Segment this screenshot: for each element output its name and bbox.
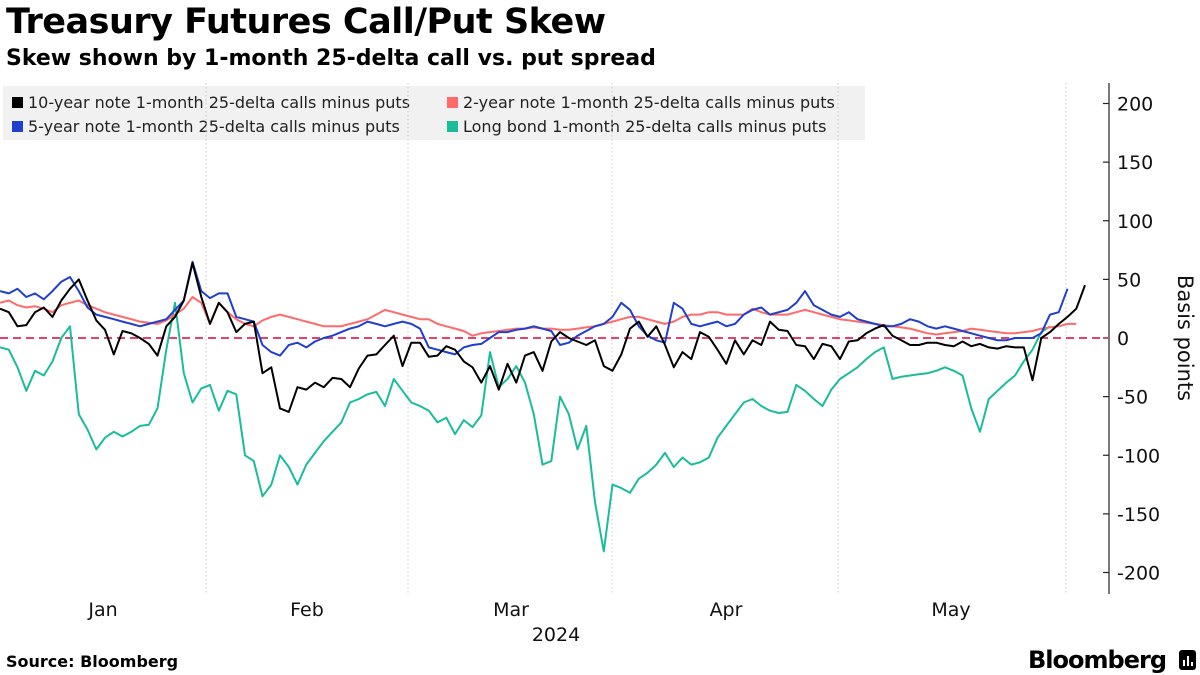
source-note: Source: Bloomberg — [6, 652, 179, 671]
series-line-3 — [0, 301, 1051, 553]
legend-swatch — [12, 97, 23, 108]
y-tick-label: -100 — [1117, 445, 1160, 467]
y-tick-label: -150 — [1117, 504, 1160, 526]
x-tick-label: Feb — [290, 599, 324, 621]
series-line-1 — [0, 296, 1077, 337]
legend-swatch — [447, 97, 458, 108]
y-axis-label: Basis points — [1173, 275, 1197, 401]
y-tick-label: 0 — [1117, 328, 1129, 350]
legend-swatch — [447, 121, 458, 132]
y-axis-ticks: 200 150 100 50 0 -50 -100 -150 -200 — [1103, 94, 1160, 585]
legend-swatch — [12, 121, 23, 132]
y-tick-label: 150 — [1117, 152, 1153, 174]
chart-subtitle: Skew shown by 1-month 25-delta call vs. … — [6, 46, 656, 71]
legend-entry: 10-year note 1-month 25-delta calls minu… — [28, 93, 410, 112]
chart-title: Treasury Futures Call/Put Skew — [6, 2, 606, 42]
brand-logo: Bloomberg — [1028, 646, 1167, 674]
y-tick-label: 100 — [1117, 211, 1153, 233]
x-tick-label: Jan — [87, 599, 117, 621]
legend-entry: 5-year note 1-month 25-delta calls minus… — [28, 117, 400, 136]
y-tick-label: -50 — [1117, 387, 1148, 409]
legend-background — [3, 86, 865, 140]
x-tick-label: Mar — [493, 599, 529, 621]
legend: 10-year note 1-month 25-delta calls minu… — [12, 93, 835, 136]
legend-entry: Long bond 1-month 25-delta calls minus p… — [463, 117, 826, 136]
y-tick-label: 50 — [1117, 269, 1141, 291]
x-tick-label: Apr — [710, 599, 743, 621]
series-lines — [0, 260, 1086, 553]
series-line-2 — [0, 260, 1069, 357]
x-tick-label: May — [931, 599, 970, 621]
x-axis-year-label: 2024 — [532, 624, 580, 646]
x-axis-ticks: Jan Feb Mar Apr May — [87, 599, 970, 621]
y-tick-label: -200 — [1117, 563, 1160, 585]
series-line-0 — [0, 262, 1086, 413]
legend-entry: 2-year note 1-month 25-delta calls minus… — [463, 93, 835, 112]
y-tick-label: 200 — [1117, 94, 1153, 116]
bloomberg-chart-icon — [1179, 650, 1196, 670]
